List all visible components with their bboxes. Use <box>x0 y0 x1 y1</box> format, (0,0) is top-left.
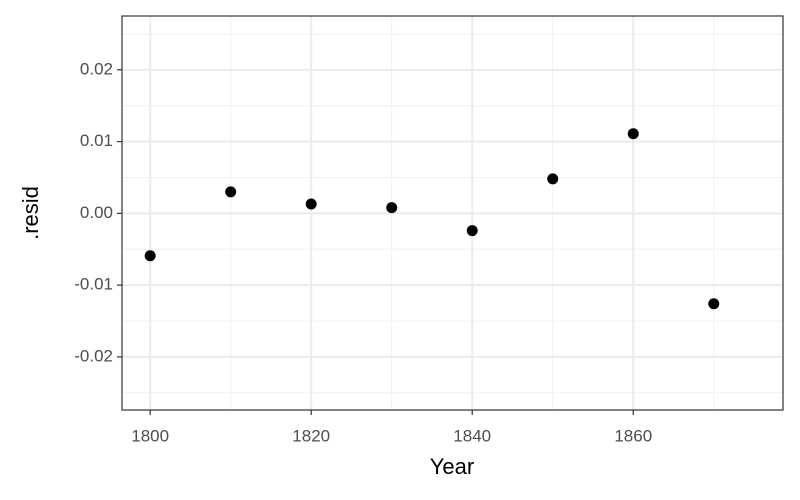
point <box>144 250 156 262</box>
point <box>708 298 720 310</box>
point <box>225 186 237 198</box>
x-tick-label: 1800 <box>131 426 169 445</box>
y-axis-title: .resid <box>18 186 43 240</box>
point <box>547 173 559 185</box>
point <box>305 198 317 210</box>
point <box>466 225 478 237</box>
x-tick-label: 1860 <box>614 426 652 445</box>
y-tick-label: -0.01 <box>74 275 113 294</box>
point <box>386 202 398 214</box>
y-tick-label: -0.02 <box>74 346 113 365</box>
y-tick-label: 0.01 <box>80 131 113 150</box>
marks <box>144 128 720 310</box>
x-tick-label: 1820 <box>292 426 330 445</box>
x-axis-title: Year <box>430 454 474 479</box>
grid <box>122 16 783 410</box>
point <box>627 128 639 140</box>
y-tick-label: 0.02 <box>80 59 113 78</box>
y-tick-label: 0.00 <box>80 203 113 222</box>
x-tick-label: 1840 <box>453 426 491 445</box>
